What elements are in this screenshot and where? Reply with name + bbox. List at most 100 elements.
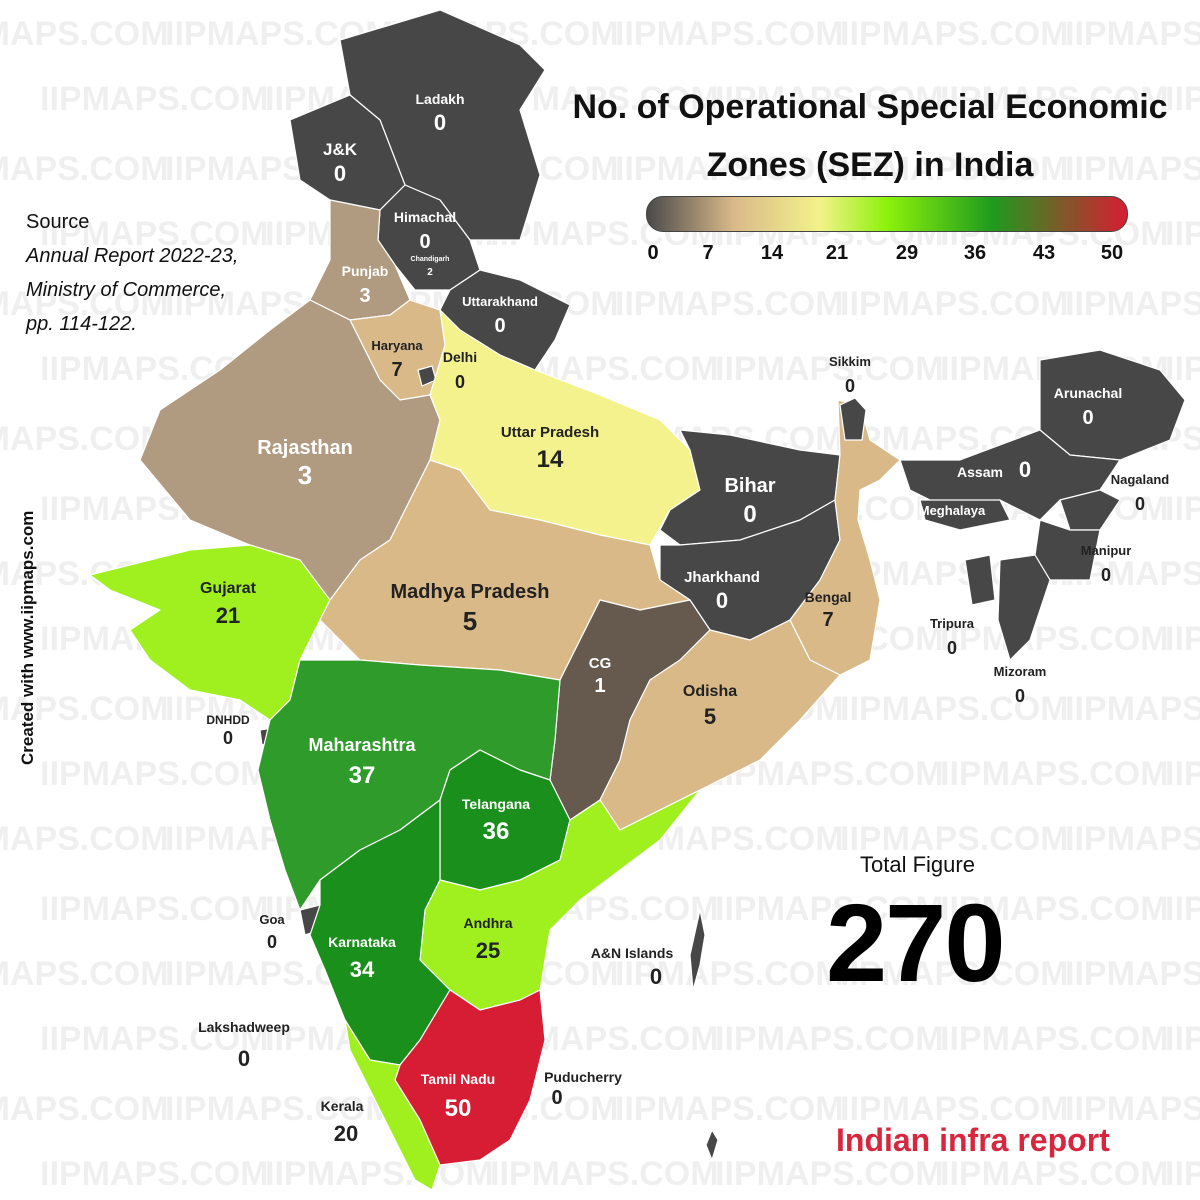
region-name-up: Uttar Pradesh (501, 424, 599, 441)
total-figure-value: 270 (826, 882, 1006, 1005)
region-name-ladakh: Ladakh (415, 91, 464, 107)
region-name-chandigarh: Chandigarh (411, 256, 450, 263)
region-value-jharkhand: 0 (716, 588, 728, 613)
region-odisha (599, 619, 841, 831)
watermark-text: IIPMAPS.COM (0, 420, 169, 458)
title-line-2: Zones (SEZ) in India (706, 146, 1034, 184)
legend-tick: 43 (1032, 242, 1056, 264)
region-value-haryana: 7 (391, 359, 402, 381)
region-value-goa: 0 (267, 932, 277, 952)
watermark-text: IIPMAPS.COM (0, 690, 169, 728)
region-value-andhra: 25 (476, 938, 500, 963)
watermark-text: IIPMAPS.COM (0, 1090, 169, 1128)
region-name-telangana: Telangana (462, 796, 530, 812)
region-name-dnhdd: DNHDD (206, 713, 250, 727)
watermark-text: IIPMAPS.COM (940, 620, 1169, 658)
total-figure-label: Total Figure (860, 852, 975, 877)
watermark-text: IIPMAPS.COM (1065, 15, 1200, 53)
region-value-arunachal: 0 (1082, 407, 1093, 429)
region-name-goa: Goa (259, 912, 285, 927)
watermark-text: IIPMAPS.COM (715, 80, 944, 118)
region-value-rajasthan: 3 (298, 460, 312, 490)
region-name-an: A&N Islands (591, 945, 674, 961)
watermark-text: IIPMAPS.COM (1065, 955, 1200, 993)
region-value-mp: 5 (463, 606, 477, 636)
watermark-text: IIPMAPS.COM (615, 285, 844, 323)
region-name-tripura: Tripura (930, 616, 975, 631)
region-name-gujarat: Gujarat (200, 580, 257, 597)
region-bengal (789, 399, 901, 676)
region-value-lakshadweep: 0 (238, 1046, 250, 1071)
title-line-1: No. of Operational Special Economic (572, 88, 1168, 126)
region-kerala (344, 1019, 441, 1191)
map-title: No. of Operational Special Economic Zone… (560, 78, 1180, 194)
region-value-nagaland: 0 (1135, 494, 1145, 514)
region-value-an: 0 (650, 964, 662, 989)
watermark-text: IIPMAPS.COM (615, 955, 844, 993)
map-shapes (89, 9, 1186, 1191)
watermark-text: IIPMAPS.COM (940, 1020, 1169, 1058)
region-value-odisha: 5 (704, 704, 716, 729)
region-tripura (964, 554, 996, 606)
watermark-text: IIPMAPS.COM (40, 1020, 269, 1058)
region-name-himachal: Himachal (394, 209, 456, 225)
watermark-text: IIPMAPS.COM (1165, 755, 1200, 793)
region-value-up: 14 (537, 446, 564, 473)
source-line-2: Ministry of Commerce, (26, 279, 227, 301)
region-name-punjab: Punjab (342, 263, 389, 279)
watermark-text: IIPMAPS.COM (1165, 620, 1200, 658)
watermark-text: IIPMAPS.COM (940, 890, 1169, 928)
watermark-text: IIPMAPS.COM (1165, 1020, 1200, 1058)
watermark-text: IIPMAPS.COM (715, 890, 944, 928)
watermark-text: IIPMAPS.COM (40, 80, 269, 118)
region-name-arunachal: Arunachal (1054, 385, 1122, 401)
created-with-credit: Created with www.iipmaps.com (18, 510, 37, 765)
region-value-tn: 50 (445, 1095, 472, 1122)
region-name-sikkim: Sikkim (829, 354, 871, 369)
watermark-text: IIPMAPS.COM (940, 1155, 1169, 1193)
watermark-text: IIPMAPS.COM (1065, 150, 1200, 188)
region-name-rajasthan: Rajasthan (257, 437, 353, 459)
region-sikkim (839, 397, 867, 441)
color-scale-legend (646, 196, 1128, 232)
region-name-jharkhand: Jharkhand (684, 569, 760, 586)
region-name-kerala: Kerala (321, 1098, 364, 1114)
watermark-text: IIPMAPS.COM (1165, 350, 1200, 388)
watermark-text: IIPMAPS.COM (1065, 285, 1200, 323)
region-name-karnataka: Karnataka (328, 934, 396, 950)
watermark-text: IIPMAPS.COM (0, 820, 169, 858)
watermark-text: IIPMAPS.COM (1165, 490, 1200, 528)
watermark-text: IIPMAPS.COM (490, 1155, 719, 1193)
region-nagaland (1059, 489, 1121, 531)
report-brand: Indian infra report (836, 1122, 1110, 1158)
region-name-maharashtra: Maharashtra (308, 735, 416, 755)
watermark-text: IIPMAPS.COM (0, 285, 169, 323)
legend-tick: 36 (963, 242, 987, 264)
region-name-tn: Tamil Nadu (421, 1071, 495, 1087)
watermark-text: IIPMAPS.COM (1165, 80, 1200, 118)
watermark-text: IIPMAPS.COM (1165, 215, 1200, 253)
watermark-text: IIPMAPS.COM (40, 890, 269, 928)
watermark-text: IIPMAPS.COM (615, 15, 844, 53)
legend-tick: 29 (895, 242, 919, 264)
watermark-text: IIPMAPS.COM (40, 755, 269, 793)
region-value-sikkim: 0 (845, 376, 855, 396)
source-heading: Source (26, 211, 90, 233)
watermark-text: IIPMAPS.COM (0, 150, 169, 188)
region-name-nagaland: Nagaland (1111, 472, 1170, 487)
watermark-text: IIPMAPS.COM (165, 1090, 394, 1128)
region-name-andhra: Andhra (464, 915, 513, 931)
region-value-jk: 0 (334, 161, 346, 186)
source-line-3: pp. 114-122. (26, 313, 137, 335)
region-name-mizoram: Mizoram (994, 664, 1047, 679)
region-name-haryana: Haryana (371, 338, 423, 353)
region-value-cg: 1 (594, 675, 605, 697)
region-value-manipur: 0 (1101, 565, 1111, 585)
region-value-dnhdd: 0 (223, 728, 233, 748)
region-value-mizoram: 0 (1015, 686, 1025, 706)
region-value-gujarat: 21 (216, 603, 240, 628)
watermark-text: IIPMAPS.COM (615, 1090, 844, 1128)
legend-tick: 7 (702, 242, 714, 264)
watermark-text: IIPMAPS.COM (40, 215, 269, 253)
